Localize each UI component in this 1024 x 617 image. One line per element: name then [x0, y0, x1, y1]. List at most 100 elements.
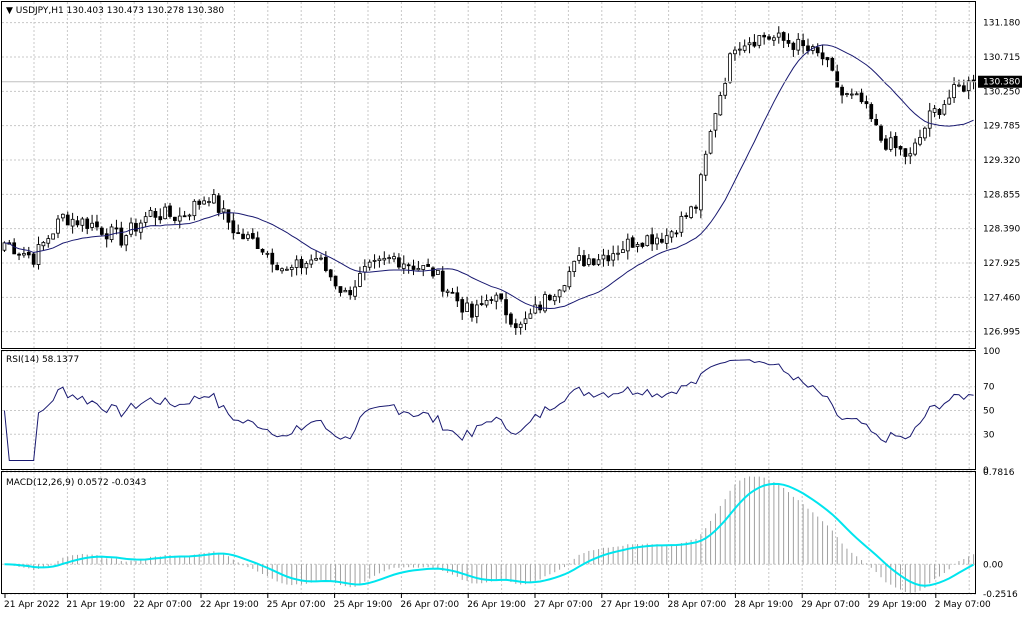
candle [489, 296, 494, 304]
candle [289, 264, 294, 277]
candle [762, 32, 767, 45]
candle [65, 211, 70, 226]
candle [323, 251, 328, 273]
candle [22, 246, 26, 258]
candle [548, 293, 552, 302]
candle [552, 293, 557, 306]
candle [260, 248, 265, 255]
candle [114, 219, 119, 235]
candle [109, 223, 114, 243]
candle [182, 210, 187, 218]
time-tick-label: 25 Apr 07:00 [267, 600, 326, 610]
candle [713, 112, 718, 138]
candle [913, 138, 917, 157]
candle [207, 197, 211, 207]
candle [99, 226, 104, 236]
candle [538, 301, 542, 314]
candle [319, 254, 323, 261]
candle [664, 228, 669, 250]
candle [41, 241, 46, 251]
candle [192, 199, 197, 221]
candle [343, 287, 348, 293]
candle [874, 113, 879, 127]
candle [718, 91, 723, 116]
macd-tick-label: 0.7816 [983, 468, 1015, 478]
candle [56, 215, 60, 239]
candle [231, 213, 236, 240]
candle [937, 108, 942, 119]
candle [61, 213, 65, 222]
grid [2, 2, 976, 595]
time-tick-label: 28 Apr 07:00 [668, 600, 727, 610]
candle [684, 212, 689, 219]
candle [129, 217, 133, 238]
candle [830, 56, 835, 72]
candle [523, 311, 528, 331]
candle [12, 238, 17, 255]
candle [470, 301, 474, 322]
candle [606, 249, 611, 266]
time-tick-label: 22 Apr 07:00 [133, 600, 192, 610]
candle [358, 266, 362, 288]
price-tick-label: 128.855 [983, 190, 1020, 200]
candle [918, 129, 922, 147]
candle [840, 84, 844, 104]
candle [543, 291, 547, 314]
macd-signal-line [4, 482, 975, 587]
candle [382, 251, 387, 266]
candle [372, 254, 377, 269]
candle [518, 321, 523, 335]
candle [494, 292, 499, 310]
candle [250, 228, 255, 240]
candle [698, 172, 703, 219]
candle [947, 89, 952, 105]
macd-series [4, 476, 975, 594]
candle [957, 79, 961, 88]
candle [888, 131, 893, 152]
rsi-tick-label: 30 [983, 430, 995, 440]
candle [474, 299, 479, 324]
candle [747, 37, 752, 54]
candle [202, 196, 206, 205]
candle [509, 312, 513, 328]
candle [942, 99, 947, 116]
candle [767, 34, 771, 41]
time-tick-label: 2 May 07:00 [935, 600, 991, 610]
candle [445, 288, 450, 297]
candle [275, 262, 280, 271]
candle [884, 135, 888, 151]
price-panel-frame [1, 1, 976, 349]
rsi-tick-label: 0 [983, 466, 989, 476]
time-tick-label: 27 Apr 19:00 [601, 600, 660, 610]
candle [898, 145, 903, 156]
time-tick-label: 26 Apr 19:00 [467, 600, 526, 610]
candle [387, 254, 392, 264]
candle [835, 64, 840, 88]
candle [854, 91, 859, 96]
candle [903, 148, 908, 165]
candle [689, 205, 693, 220]
candle [431, 266, 435, 279]
candle [411, 259, 416, 276]
candle [708, 129, 713, 155]
candle [280, 267, 284, 274]
candle [197, 199, 202, 210]
candle [499, 293, 504, 302]
candle [168, 202, 172, 219]
candle [596, 253, 601, 267]
candle [611, 245, 616, 267]
candle [211, 189, 216, 204]
candle [923, 126, 927, 141]
price-title: ▼ USDJPY,H1 130.403 130.473 130.278 130.… [6, 6, 224, 16]
candle [314, 250, 318, 262]
candle [143, 211, 148, 228]
candle [124, 234, 129, 252]
candle [616, 245, 620, 261]
candle [309, 254, 314, 268]
candle [733, 46, 737, 61]
candle [776, 26, 781, 44]
candle [966, 76, 971, 100]
price-tick-label: 130.250 [983, 87, 1020, 97]
